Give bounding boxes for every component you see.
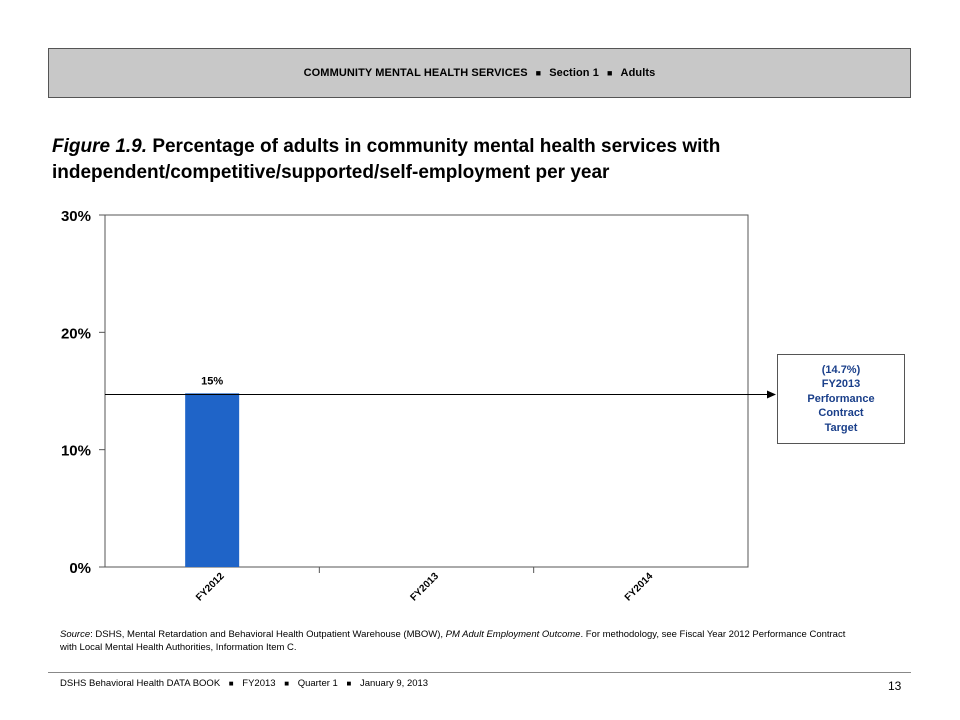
source-label: Source [60, 629, 91, 640]
bar-data-label: 15% [201, 375, 223, 387]
target-arrowhead [767, 390, 776, 399]
header-section: Section 1 [549, 67, 599, 79]
y-tick-label: 0% [69, 560, 91, 577]
source-note: Source: DSHS, Mental Retardation and Beh… [60, 628, 860, 654]
header-title: COMMUNITY MENTAL HEALTH SERVICES [303, 67, 528, 79]
footer-separator: ■ [284, 679, 290, 688]
y-tick-label: 20% [61, 325, 91, 342]
figure-title: Figure 1.9. Percentage of adults in comm… [52, 134, 872, 186]
footer-divider [48, 672, 911, 673]
footer-separator: ■ [346, 679, 352, 688]
target-value: (14.7%) [821, 363, 861, 376]
footer: DSHS Behavioral Health DATA BOOK ■ FY201… [60, 678, 428, 689]
header-separator: ■ [535, 68, 542, 78]
source-text: . For methodology, see Fiscal Year 2012 … [60, 629, 846, 653]
target-year: FY2013 [821, 378, 861, 391]
footer-separator: ■ [228, 679, 234, 688]
x-tick-label: FY2014 [623, 571, 656, 604]
footer-publication: DSHS Behavioral Health DATA BOOK [60, 678, 221, 689]
x-tick-label: FY2013 [408, 571, 441, 604]
target-callout-box: (14.7%) FY2013 Performance Contract Targ… [777, 354, 905, 444]
source-measure: PM Adult Employment Outcome [445, 629, 581, 640]
y-tick-label: 10% [61, 443, 91, 460]
figure-label: Figure 1.9. [52, 136, 148, 157]
footer-fiscal-year: FY2013 [242, 678, 276, 689]
header-separator: ■ [607, 68, 613, 78]
target-label-line: Performance [807, 392, 875, 405]
figure-title-text: Percentage of adults in community mental… [52, 136, 721, 183]
page-number: 13 [888, 679, 902, 693]
target-label-line: Target [824, 421, 858, 434]
y-tick-label: 30% [61, 208, 91, 225]
footer-date: January 9, 2013 [359, 678, 429, 689]
footer-quarter: Quarter 1 [297, 678, 338, 689]
source-text: : DSHS, Mental Retardation and Behaviora… [90, 629, 446, 640]
target-label-line: Contract [818, 407, 864, 420]
x-tick-label: FY2012 [194, 571, 227, 604]
section-header-bar: COMMUNITY MENTAL HEALTH SERVICES ■ Secti… [48, 48, 911, 98]
header-subsection: Adults [620, 67, 656, 79]
bar [185, 393, 240, 567]
